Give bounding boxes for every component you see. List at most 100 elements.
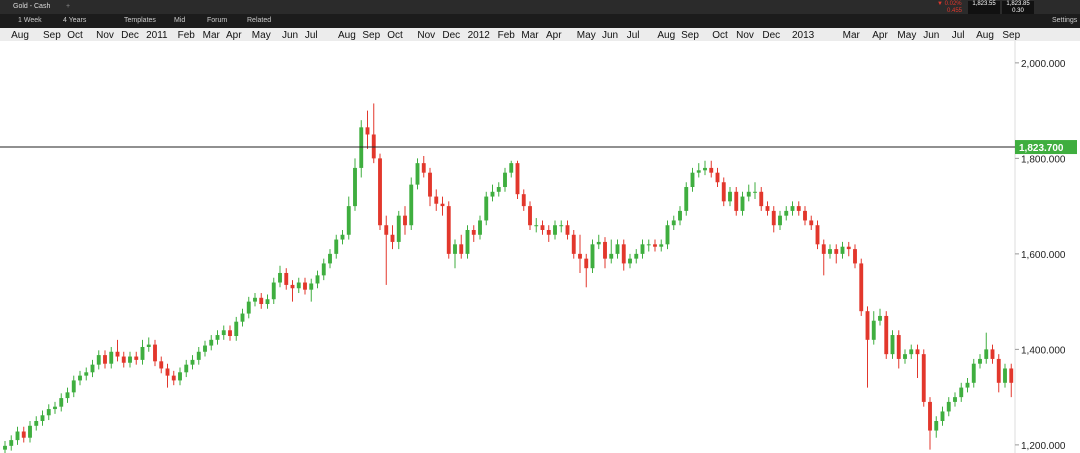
candle-body <box>128 356 132 363</box>
candle-body <box>359 127 364 168</box>
candle-body <box>490 191 495 197</box>
x-tick-label: Dec <box>762 30 780 41</box>
candle-body <box>353 167 357 207</box>
candle-body <box>209 339 214 346</box>
candle-body <box>715 172 720 183</box>
candle-body <box>678 210 682 221</box>
bid: 1,823.55 <box>972 1 996 7</box>
candle-body <box>696 170 701 173</box>
candle-body <box>540 225 545 230</box>
mid-button[interactable]: Mid <box>174 17 186 24</box>
candle-body <box>65 392 70 399</box>
candle-body <box>103 355 107 364</box>
candle-body <box>728 191 732 202</box>
candle-body <box>896 335 901 359</box>
interval-button[interactable]: 1 Week <box>18 17 42 24</box>
candle-body <box>1009 368 1014 383</box>
ask-button[interactable]: 1,823.85 0.30 <box>1002 1 1034 15</box>
candle-body <box>3 445 7 450</box>
x-tick-label: Nov <box>417 30 435 41</box>
candle-body <box>621 244 626 264</box>
candle-body <box>153 344 157 362</box>
x-tick-label: Jun <box>282 30 298 41</box>
candle-body <box>28 425 32 438</box>
x-tick-label: Jul <box>952 30 965 41</box>
candle-body <box>571 234 576 254</box>
candle-body <box>465 229 470 254</box>
ask: 1,823.85 <box>1006 1 1030 7</box>
candle-body <box>878 315 882 321</box>
candle-body <box>203 345 207 352</box>
x-tick-label: 2012 <box>468 30 491 41</box>
x-tick-label: May <box>897 30 916 41</box>
forum-button[interactable]: Forum <box>207 17 228 24</box>
x-tick-label: Feb <box>178 30 196 41</box>
candle-body <box>784 210 789 216</box>
candle-body <box>196 351 201 360</box>
candle-body <box>309 283 314 290</box>
x-tick-label: Aug <box>976 30 994 41</box>
candle-body <box>665 225 670 245</box>
x-tick-label: Apr <box>872 30 888 41</box>
candle-body <box>396 215 401 242</box>
candle-body <box>115 351 120 357</box>
chart-toolbar: 1 Week 4 Years Templates Mid Forum Relat… <box>0 14 1080 28</box>
settings-button[interactable]: Settings <box>1052 17 1078 24</box>
candle-body <box>934 421 939 431</box>
candle-body <box>909 349 914 355</box>
candle-body <box>534 225 539 227</box>
x-tick-label: Sep <box>43 30 61 41</box>
y-tick-label: 2,000.000 <box>1021 59 1066 70</box>
candle-body <box>996 358 1001 383</box>
x-tick-label: Apr <box>546 30 562 41</box>
candle-body <box>365 127 370 135</box>
add-tab[interactable]: + <box>66 3 71 10</box>
candle-body <box>515 163 520 195</box>
candle-body <box>440 203 445 207</box>
candle-body <box>690 172 695 188</box>
span-button[interactable]: 4 Years <box>63 17 87 24</box>
candle-body <box>78 375 82 381</box>
candle-body <box>53 406 57 410</box>
candle-body <box>434 196 439 204</box>
candle-body <box>609 253 614 259</box>
tab-bar: Gold - Cash + ▼ 0.02% 0.455 1,823.55 1,8… <box>0 0 1080 15</box>
x-tick-label: Dec <box>121 30 139 41</box>
candle-body <box>459 244 464 254</box>
candle-body <box>846 246 851 250</box>
candle-body <box>603 241 607 259</box>
candle-body <box>71 380 76 393</box>
candle-body <box>659 244 664 247</box>
candle-body <box>1003 368 1007 383</box>
candle-body <box>384 225 389 235</box>
candle-body <box>178 372 182 381</box>
candle-body <box>521 194 526 207</box>
candle-body <box>40 415 45 422</box>
candle-body <box>46 409 51 416</box>
x-tick-label: Apr <box>226 30 242 41</box>
candle-body <box>340 234 345 240</box>
candle-body <box>771 210 776 226</box>
candle-body <box>959 387 964 398</box>
candle-body <box>253 297 257 302</box>
candle-body <box>240 313 245 322</box>
candle-body <box>121 356 126 363</box>
candle-body <box>821 244 826 254</box>
candle-body <box>278 272 282 283</box>
bid-button[interactable]: 1,823.55 <box>968 1 1000 15</box>
candle-body <box>34 421 39 426</box>
candle-body <box>753 191 757 193</box>
spread: 0.30 <box>1012 8 1024 14</box>
templates-button[interactable]: Templates <box>124 17 156 24</box>
candle-body <box>559 225 564 227</box>
candle-body <box>796 206 801 211</box>
candle-body <box>815 225 820 245</box>
instrument-tab[interactable]: Gold - Cash <box>13 3 51 10</box>
x-tick-label: 2013 <box>792 30 815 41</box>
related-button[interactable]: Related <box>247 17 272 24</box>
candle-body <box>546 229 551 235</box>
candle-body <box>290 284 295 289</box>
candle-body <box>171 375 176 381</box>
